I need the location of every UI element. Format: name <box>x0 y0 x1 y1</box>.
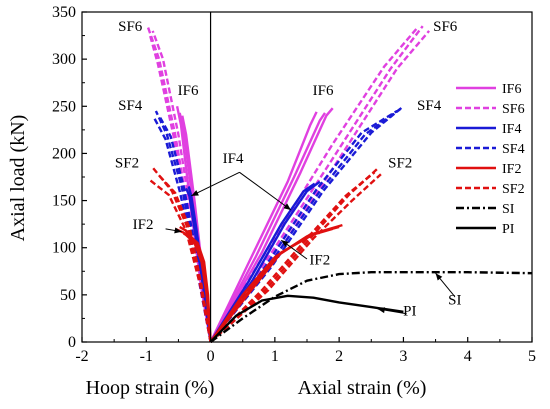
annotation-arrow <box>191 171 240 197</box>
x-tick-label: -1 <box>140 348 153 365</box>
annotation-label: SF6 <box>433 19 458 35</box>
annotation-layer: SF6 SF6 IF6 IF6 SF4 SF4 IF4 SF2 SF2 IF2 IF2 SI PI <box>115 19 462 320</box>
x-tick-label: 0 <box>207 348 215 365</box>
series-sf2-30 <box>209 173 382 343</box>
y-tick-label: 350 <box>52 4 76 21</box>
annotation-label: SF2 <box>388 156 412 172</box>
x-tick-label: 1 <box>271 348 279 365</box>
y-tick-label: 50 <box>60 287 76 304</box>
y-tick-label: 150 <box>52 193 76 210</box>
annotation-label: SI <box>448 292 461 308</box>
annotation-arrowhead <box>283 203 291 210</box>
annotation-arrowhead <box>377 307 386 314</box>
annotation-label: SF4 <box>417 98 442 114</box>
y-tick-label: 100 <box>52 240 76 257</box>
annotation-arrow <box>239 171 292 211</box>
annotation-label: SF4 <box>118 98 143 114</box>
legend: IF6 SF6 IF4 SF4 IF2 SF2 SI PI <box>456 82 525 237</box>
series-if2-24 <box>209 223 343 343</box>
x-tick-label: 5 <box>528 348 536 365</box>
annotation-label: SF2 <box>115 156 139 172</box>
y-tick-label: 300 <box>52 51 76 68</box>
annotation-label: IF2 <box>133 217 154 233</box>
y-tick-label: 0 <box>68 334 76 351</box>
series-si-34 <box>209 271 533 343</box>
legend-label-si: SI <box>502 202 515 217</box>
series-if6-1 <box>209 112 326 343</box>
annotation-label: SF6 <box>118 19 143 35</box>
series-sf2-29 <box>209 167 379 343</box>
legend-label-sf4: SF4 <box>502 142 525 157</box>
annotation-label: IF2 <box>309 253 330 269</box>
series-sf2-33 <box>148 178 212 343</box>
annotation-label: IF4 <box>223 151 244 167</box>
legend-label-if6: IF6 <box>502 82 521 97</box>
series-if6-2 <box>209 107 334 343</box>
legend-label-sf6: SF6 <box>502 102 525 117</box>
y-tick-label: 200 <box>52 145 76 162</box>
series-pi-35 <box>209 294 404 343</box>
series-sf6-7 <box>209 30 431 343</box>
annotation-label: IF6 <box>178 83 199 99</box>
legend-label-if2: IF2 <box>502 162 521 177</box>
y-tick-label: 250 <box>52 98 76 115</box>
legend-label-sf2: SF2 <box>502 182 525 197</box>
series-layer <box>146 25 533 343</box>
y-axis-title: Axial load (kN) <box>7 115 29 242</box>
series-sf4-18 <box>209 109 398 343</box>
series-sf4-21 <box>152 117 212 343</box>
annotation-label: PI <box>403 304 416 320</box>
annotation-arrowhead <box>174 227 182 234</box>
annotation-arrowhead <box>191 190 199 196</box>
annotation-arrowhead <box>281 240 289 247</box>
x-axis-title-hoop: Hoop strain (%) <box>86 377 215 399</box>
series-if4-12 <box>209 182 316 343</box>
x-axis-title-axial: Axial strain (%) <box>298 377 427 399</box>
annotation-label: IF6 <box>313 83 334 99</box>
annotation-arrowhead <box>435 273 443 281</box>
x-tick-label: 3 <box>399 348 407 365</box>
x-tick-label: 4 <box>464 348 472 365</box>
series-if6-0 <box>209 111 318 343</box>
x-tick-label: 2 <box>335 348 343 365</box>
x-tick-label: -2 <box>75 348 88 365</box>
legend-label-if4: IF4 <box>502 122 521 137</box>
legend-label-pi: PI <box>502 222 515 237</box>
